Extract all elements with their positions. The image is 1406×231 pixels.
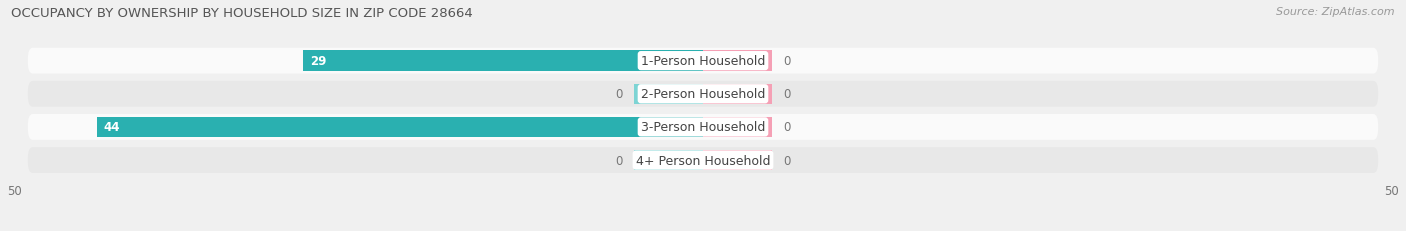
Text: 44: 44: [104, 121, 120, 134]
Text: 2-Person Household: 2-Person Household: [641, 88, 765, 101]
Bar: [703, 117, 772, 138]
Text: 0: 0: [783, 121, 790, 134]
Text: 3-Person Household: 3-Person Household: [641, 121, 765, 134]
Bar: [97, 117, 703, 138]
Text: 0: 0: [783, 154, 790, 167]
Text: 0: 0: [783, 88, 790, 101]
Text: 0: 0: [616, 88, 623, 101]
FancyBboxPatch shape: [28, 49, 1378, 74]
Text: Source: ZipAtlas.com: Source: ZipAtlas.com: [1277, 7, 1395, 17]
Text: OCCUPANCY BY OWNERSHIP BY HOUSEHOLD SIZE IN ZIP CODE 28664: OCCUPANCY BY OWNERSHIP BY HOUSEHOLD SIZE…: [11, 7, 472, 20]
FancyBboxPatch shape: [28, 82, 1378, 107]
Bar: [703, 150, 772, 171]
Bar: [634, 84, 703, 105]
Text: 29: 29: [311, 55, 326, 68]
FancyBboxPatch shape: [28, 148, 1378, 173]
Bar: [634, 150, 703, 171]
Text: 0: 0: [783, 55, 790, 68]
Bar: [703, 84, 772, 105]
Text: 4+ Person Household: 4+ Person Household: [636, 154, 770, 167]
Bar: [304, 51, 703, 72]
Text: 0: 0: [616, 154, 623, 167]
Bar: [703, 51, 772, 72]
Text: 1-Person Household: 1-Person Household: [641, 55, 765, 68]
Legend: Owner-occupied, Renter-occupied: Owner-occupied, Renter-occupied: [572, 228, 834, 231]
FancyBboxPatch shape: [28, 115, 1378, 140]
